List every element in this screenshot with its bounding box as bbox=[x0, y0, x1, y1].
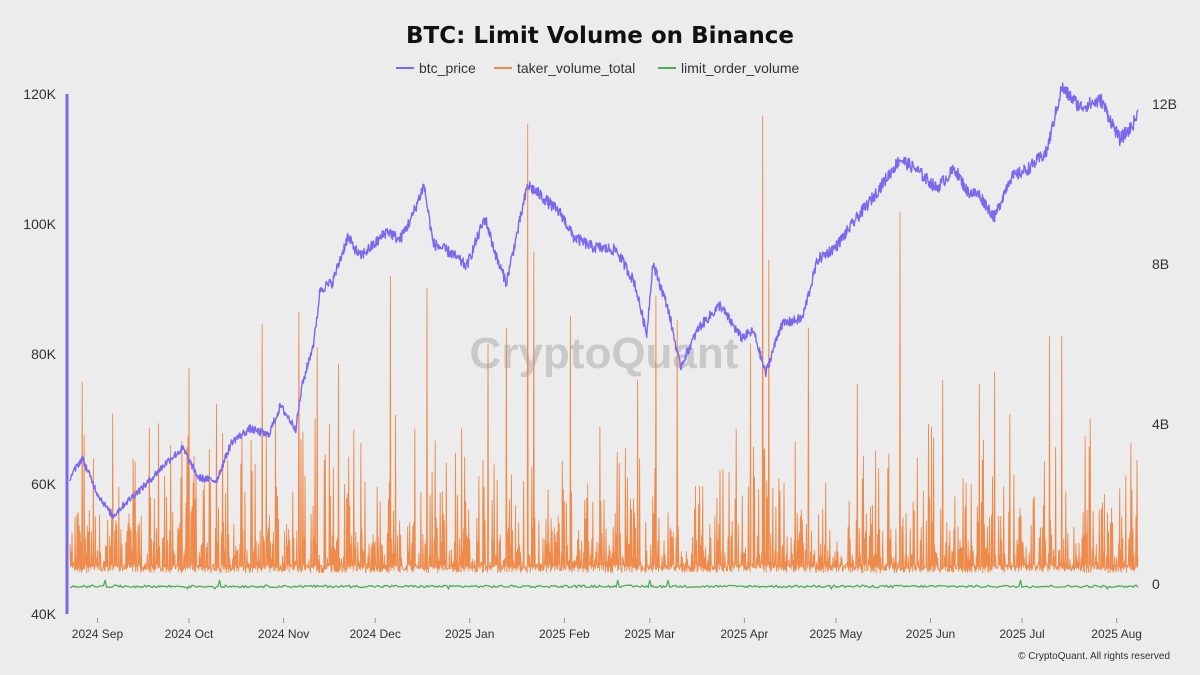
y-axis-right-ticks: 0 4B 8B 12B bbox=[1152, 96, 1177, 592]
legend-label: taker_volume_total bbox=[517, 60, 635, 76]
series-limit-order-volume bbox=[69, 579, 1139, 591]
y-left-tick-label: 100K bbox=[23, 216, 56, 232]
y-axis-left-ticks: 40K 60K 80K 100K 120K bbox=[23, 86, 56, 622]
y-left-tick-label: 120K bbox=[23, 86, 56, 102]
watermark: CryptoQuant bbox=[470, 329, 739, 378]
plot-area bbox=[69, 82, 1139, 591]
legend-label: btc_price bbox=[419, 60, 476, 76]
legend-item-limit-order-volume[interactable]: limit_order_volume bbox=[658, 60, 799, 76]
y-left-tick-label: 80K bbox=[31, 346, 57, 362]
y-left-tick-label: 40K bbox=[31, 606, 57, 622]
copyright-footer: © CryptoQuant. All rights reserved bbox=[1018, 651, 1170, 662]
legend-item-btc-price[interactable]: btc_price bbox=[396, 60, 476, 76]
x-tick-label: 2025 Feb bbox=[539, 627, 590, 641]
x-tick-label: 2025 Aug bbox=[1091, 627, 1142, 641]
x-tick-label: 2025 Jan bbox=[445, 627, 494, 641]
y-left-tick-label: 60K bbox=[31, 476, 57, 492]
x-tick-label: 2025 Apr bbox=[720, 627, 768, 641]
x-tick-label: 2025 Jul bbox=[999, 627, 1044, 641]
x-tick-label: 2024 Dec bbox=[349, 627, 400, 641]
legend[interactable]: btc_price taker_volume_total limit_order_v… bbox=[396, 60, 799, 76]
x-tick-label: 2025 Mar bbox=[624, 627, 675, 641]
y-right-tick-label: 4B bbox=[1152, 416, 1169, 432]
x-tick-label: 2024 Sep bbox=[72, 627, 124, 641]
legend-item-taker-volume-total[interactable]: taker_volume_total bbox=[494, 60, 635, 76]
x-axis-ticks: 2024 Sep 2024 Oct 2024 Nov 2024 Dec 2025 Jan… bbox=[72, 618, 1142, 641]
series-taker-volume-total bbox=[69, 115, 1139, 574]
chart-title: BTC: Limit Volume on Binance bbox=[406, 23, 794, 49]
y-right-tick-label: 8B bbox=[1152, 256, 1169, 272]
y-right-tick-label: 0 bbox=[1152, 576, 1160, 592]
x-tick-label: 2024 Nov bbox=[258, 627, 309, 641]
series-btc-price bbox=[69, 82, 1139, 519]
y-right-tick-label: 12B bbox=[1152, 96, 1177, 112]
x-tick-label: 2025 Jun bbox=[906, 627, 955, 641]
x-tick-label: 2025 May bbox=[810, 627, 863, 641]
legend-label: limit_order_volume bbox=[681, 60, 799, 76]
x-tick-label: 2024 Oct bbox=[165, 627, 214, 641]
